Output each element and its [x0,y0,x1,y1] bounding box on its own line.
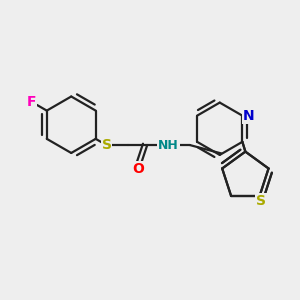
Text: S: S [101,138,112,152]
Text: F: F [27,95,36,109]
Text: NH: NH [158,139,179,152]
Text: O: O [132,163,144,176]
Text: S: S [256,194,266,208]
Text: N: N [243,109,255,123]
